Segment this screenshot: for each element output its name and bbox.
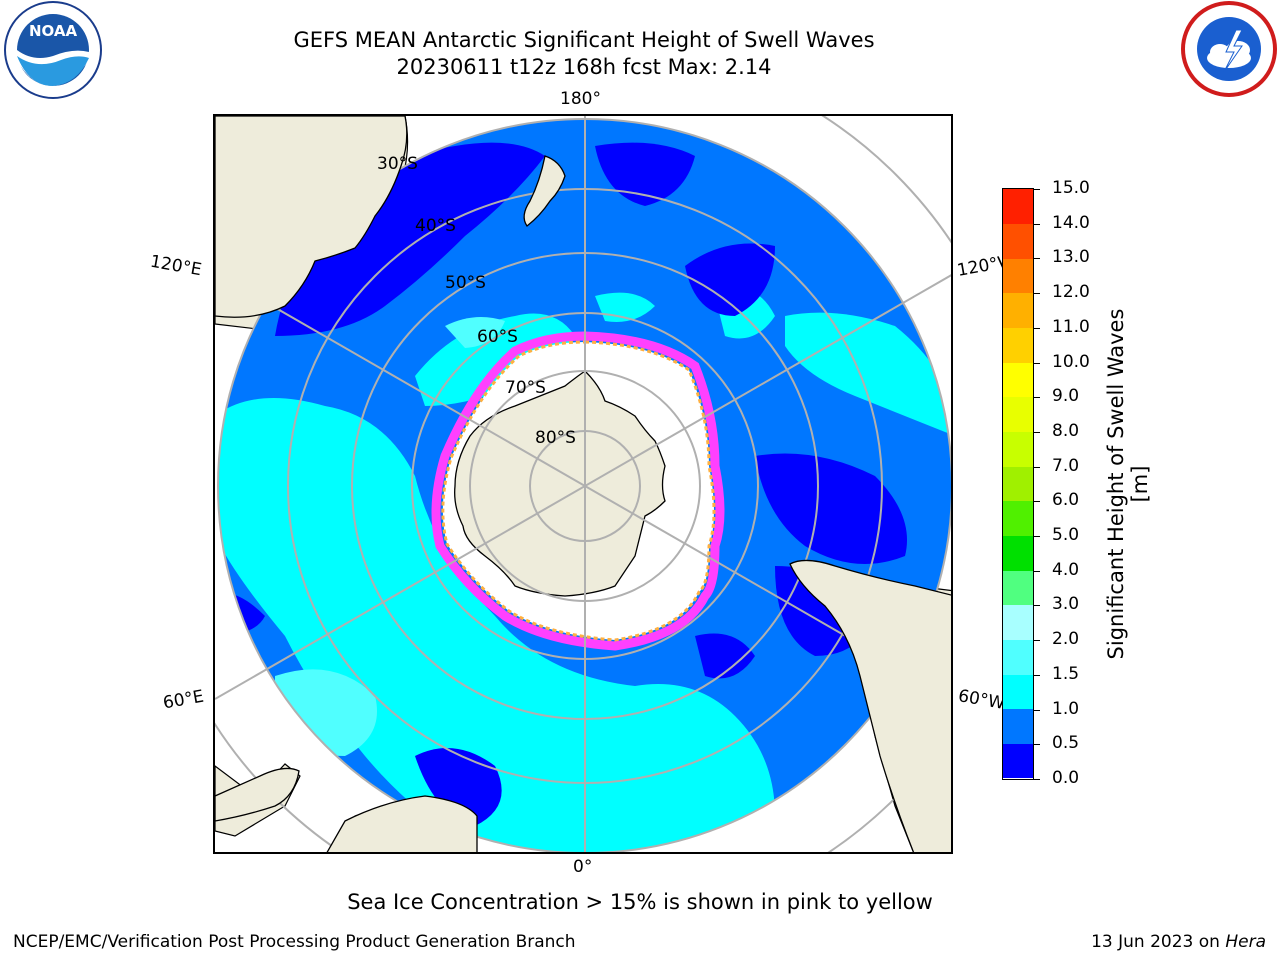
colorbar-tick-label: 12.0: [1052, 282, 1090, 303]
lon-label-upper-left: 120°E: [148, 251, 204, 281]
lat-label-30: 30°S: [377, 154, 418, 174]
colorbar-tick: [1034, 744, 1040, 746]
lon-label-lower-right: 60°W: [956, 686, 1007, 714]
date-text: 13 Jun 2023 on Hera: [1091, 932, 1266, 952]
colorbar-tick-label: 14.0: [1052, 212, 1090, 233]
colorbar-tick-label: 3.0: [1052, 594, 1080, 615]
colorbar-segment: [1003, 292, 1033, 329]
colorbar-segment: [1003, 362, 1033, 398]
colorbar-tick-label: 0.0: [1052, 768, 1080, 788]
colorbar-tick-label: 10.0: [1052, 351, 1090, 372]
nws-logo: [1180, 0, 1278, 98]
lat-label-80: 80°S: [535, 428, 576, 448]
colorbar-tick: [1034, 674, 1040, 676]
colorbar-segment: [1003, 535, 1033, 571]
polar-map: 30°S 40°S 50°S 60°S 70°S 80°S: [213, 114, 953, 854]
colorbar-tick-label: 2.0: [1052, 629, 1080, 650]
colorbar-tick: [1034, 536, 1040, 538]
sea-ice-note: Sea Ice Concentration > 15% is shown in …: [347, 890, 933, 914]
colorbar-tick-label: 1.5: [1052, 663, 1080, 684]
colorbar-tick-label: 9.0: [1052, 386, 1080, 407]
colorbar-tick-label: 8.0: [1052, 420, 1080, 441]
colorbar-segment: [1003, 327, 1033, 363]
lat-label-50: 50°S: [445, 273, 486, 293]
colorbar-tick: [1034, 779, 1040, 780]
colorbar-segment: [1003, 674, 1033, 710]
colorbar-tick: [1034, 223, 1040, 225]
colorbar-tick: [1034, 397, 1040, 399]
colorbar-tick: [1034, 570, 1040, 572]
lon-label-bottom: 0°: [573, 857, 593, 877]
colorbar-tick-label: 15.0: [1052, 178, 1090, 198]
date-prefix: 13 Jun 2023 on: [1091, 932, 1226, 952]
colorbar: [1002, 188, 1034, 780]
noaa-logo: NOAA: [3, 0, 103, 100]
colorbar-tick-label: 1.0: [1052, 698, 1080, 719]
colorbar-tick: [1034, 293, 1040, 295]
new-zealand-land: [523, 155, 566, 227]
colorbar-tick: [1034, 189, 1040, 190]
colorbar-tick: [1034, 466, 1040, 468]
colorbar-tick: [1034, 362, 1040, 364]
machine-name: Hera: [1225, 932, 1266, 952]
lon-label-top: 180°: [560, 89, 601, 109]
colorbar-tick-label: 11.0: [1052, 316, 1090, 337]
africa-land: [326, 795, 478, 852]
south-america-land: [789, 559, 951, 852]
longitude-gridlines: [215, 116, 951, 852]
colorbar-tick-label: 5.0: [1052, 525, 1080, 546]
colorbar-segment: [1003, 431, 1033, 467]
chart-title: GEFS MEAN Antarctic Significant Height o…: [293, 28, 875, 52]
credit-text: NCEP/EMC/Verification Post Processing Pr…: [13, 932, 576, 952]
colorbar-tick: [1034, 605, 1040, 607]
australia-land: [215, 116, 408, 318]
lat-label-40: 40°S: [415, 216, 456, 236]
lat-label-60: 60°S: [477, 327, 518, 347]
colorbar-segment: [1003, 258, 1033, 294]
colorbar-segment: [1003, 223, 1033, 259]
colorbar-segment: [1003, 604, 1033, 640]
colorbar-tick-label: 13.0: [1052, 247, 1090, 268]
colorbar-tick: [1034, 431, 1040, 433]
colorbar-segment: [1003, 708, 1033, 744]
antarctica-land: [454, 370, 666, 597]
latitude-labels: 30°S 40°S 50°S 60°S 70°S 80°S: [377, 154, 576, 448]
colorbar-tick: [1034, 501, 1040, 503]
lat-label-70: 70°S: [505, 378, 546, 398]
madagascar-land: [215, 767, 300, 822]
colorbar-tick-label: 7.0: [1052, 455, 1080, 476]
colorbar-segment: [1003, 743, 1033, 779]
colorbar-tick: [1034, 327, 1040, 329]
colorbar-segment: [1003, 466, 1033, 502]
colorbar-tick: [1034, 640, 1040, 642]
colorbar-segment: [1003, 396, 1033, 433]
colorbar-tick-label: 0.5: [1052, 733, 1080, 754]
colorbar-tick: [1034, 709, 1040, 711]
svg-text:NOAA: NOAA: [29, 22, 78, 40]
colorbar-tick-label: 4.0: [1052, 559, 1080, 580]
colorbar-title: Significant Height of Swell Waves [m]: [1104, 308, 1152, 660]
colorbar-tick: [1034, 258, 1040, 260]
colorbar-segment: [1003, 500, 1033, 536]
colorbar-tick-label: 6.0: [1052, 490, 1080, 511]
colorbar-segment: [1003, 639, 1033, 675]
colorbar-segment: [1003, 189, 1033, 225]
lon-label-lower-left: 60°E: [161, 686, 206, 714]
chart-subtitle: 20230611 t12z 168h fcst Max: 2.14: [396, 55, 772, 79]
colorbar-segment: [1003, 570, 1033, 606]
